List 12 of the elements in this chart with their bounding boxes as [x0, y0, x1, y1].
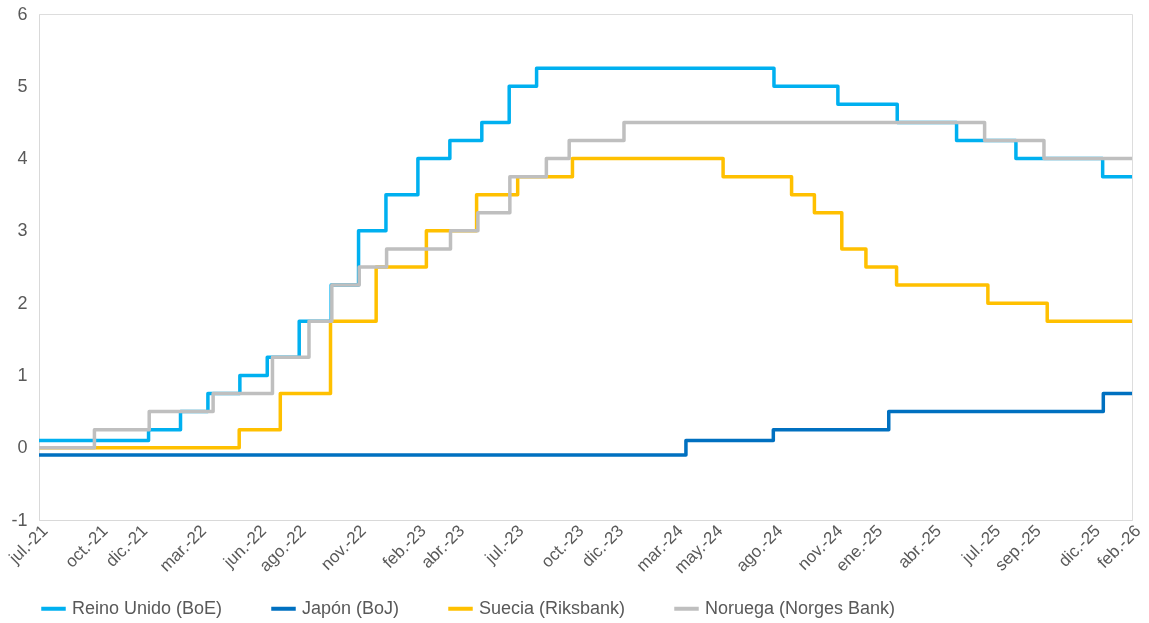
y-tick-label: 5 — [17, 75, 28, 96]
legend-label: Reino Unido (BoE) — [72, 597, 223, 618]
legend-label: Japón (BoJ) — [302, 597, 400, 618]
y-tick-label: 3 — [17, 220, 28, 241]
legend-label: Noruega (Norges Bank) — [705, 597, 896, 618]
y-tick-label: 6 — [17, 3, 28, 24]
y-tick-label: 2 — [17, 292, 28, 313]
y-tick-label: 0 — [17, 437, 28, 458]
legend-label: Suecia (Riksbank) — [479, 597, 626, 618]
y-tick-label: -1 — [11, 509, 28, 530]
y-tick-label: 4 — [17, 148, 28, 169]
y-tick-label: 1 — [17, 364, 28, 385]
